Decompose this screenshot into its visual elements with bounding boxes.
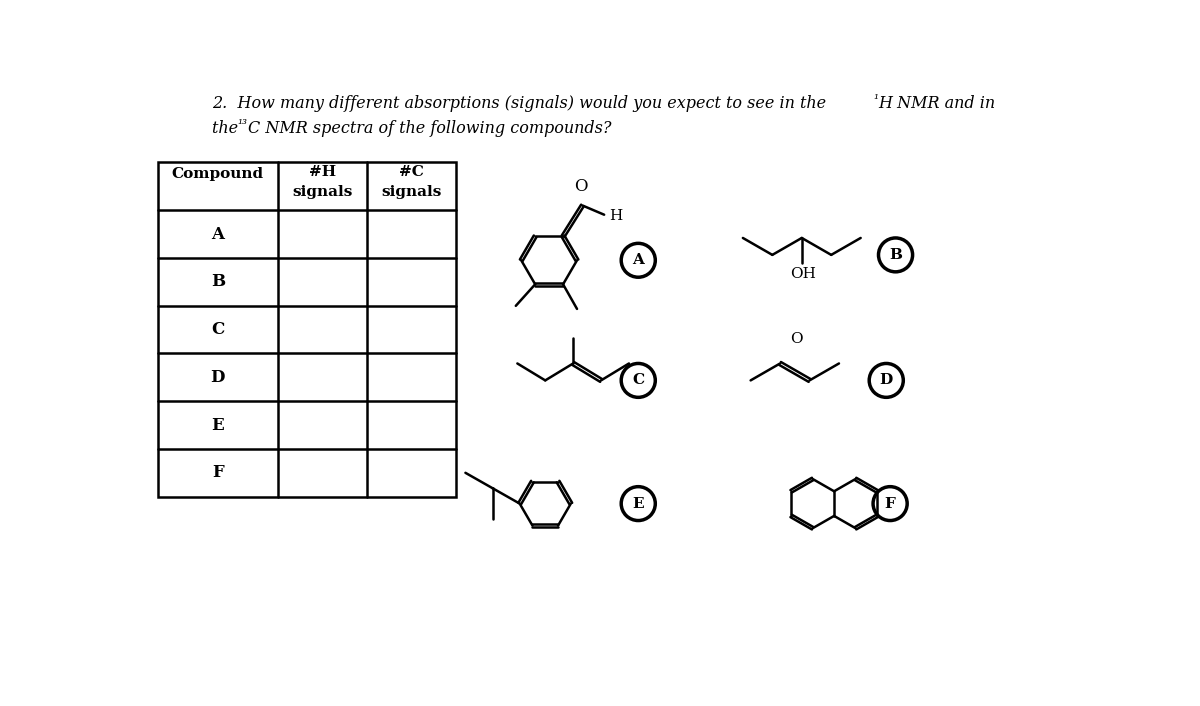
Text: C: C	[211, 321, 224, 338]
Text: E: E	[211, 417, 224, 433]
Text: C NMR spectra of the following compounds?: C NMR spectra of the following compounds…	[248, 120, 612, 137]
Text: H NMR and in: H NMR and in	[878, 95, 996, 112]
Text: #C: #C	[400, 165, 424, 179]
Text: signals: signals	[293, 185, 353, 199]
Text: Compound: Compound	[172, 167, 264, 181]
Bar	[157, 162, 456, 496]
Text: D: D	[210, 369, 226, 385]
Text: B: B	[889, 248, 902, 262]
Text: OH: OH	[791, 267, 816, 281]
Text: O: O	[790, 332, 803, 346]
Text: #H: #H	[308, 165, 336, 179]
Text: E: E	[632, 496, 644, 510]
Text: D: D	[880, 373, 893, 388]
Text: A: A	[211, 226, 224, 243]
Text: O: O	[574, 179, 588, 196]
Text: 2.  How many different absorptions (signals) would you expect to see in the: 2. How many different absorptions (signa…	[212, 95, 832, 112]
Text: ¹: ¹	[874, 93, 878, 106]
Text: ¹³: ¹³	[238, 118, 247, 131]
Text: signals: signals	[382, 185, 442, 199]
Text: F: F	[884, 496, 895, 510]
Text: A: A	[632, 253, 644, 268]
Text: the: the	[212, 120, 244, 137]
Text: C: C	[632, 373, 644, 388]
Text: H: H	[610, 209, 623, 223]
Text: F: F	[212, 465, 223, 481]
Text: B: B	[211, 273, 224, 290]
